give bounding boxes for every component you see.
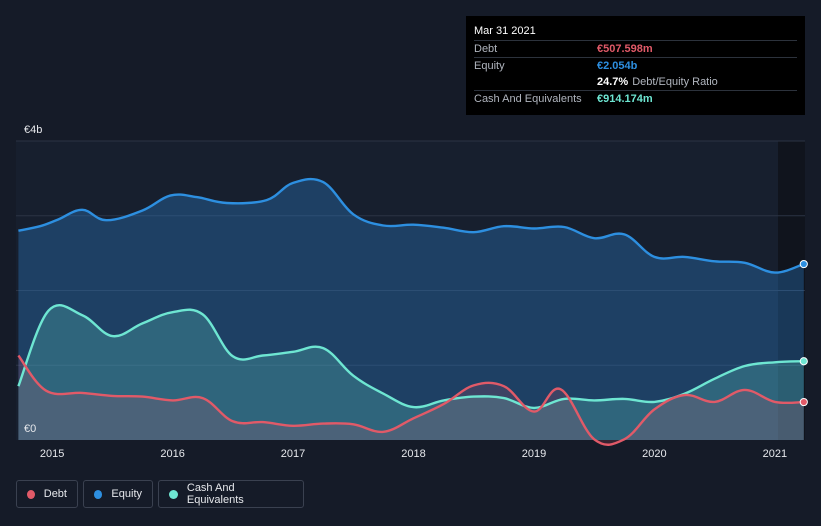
legend-label: Equity bbox=[111, 488, 142, 500]
equity-end-marker[interactable] bbox=[799, 259, 808, 269]
x-tick-label: 2015 bbox=[40, 448, 64, 460]
legend-label: Debt bbox=[43, 488, 67, 500]
x-tick-label: 2020 bbox=[642, 448, 666, 460]
x-tick-label: 2018 bbox=[401, 448, 425, 460]
x-axis-ticks: 2015 2016 2017 2018 2019 2020 2021 bbox=[40, 448, 787, 460]
tooltip-row-equity: Equity €2.054b bbox=[474, 57, 797, 74]
legend-label: Cash And Equivalents bbox=[186, 482, 244, 506]
x-tick-label: 2017 bbox=[281, 448, 305, 460]
x-tick-label: 2019 bbox=[522, 448, 546, 460]
tooltip-row-ratio: 24.7% Debt/Equity Ratio bbox=[474, 74, 797, 90]
gridlines bbox=[16, 140, 805, 366]
tooltip-row-cash: Cash And Equivalents €914.174m bbox=[474, 90, 797, 107]
legend-item-cash[interactable]: Cash And Equivalents bbox=[158, 480, 304, 508]
legend-item-debt[interactable]: Debt bbox=[16, 480, 78, 508]
tooltip-label: Debt bbox=[474, 43, 498, 55]
tooltip-value: €2.054b bbox=[597, 60, 638, 72]
tooltip-label bbox=[474, 74, 597, 90]
tooltip-row-debt: Debt €507.598m bbox=[474, 40, 797, 57]
debt-line bbox=[17, 354, 804, 446]
equity-area bbox=[18, 179, 804, 440]
tooltip-panel: Mar 31 2021 Debt €507.598m Equity €2.054… bbox=[466, 16, 805, 115]
series-end-markers bbox=[799, 259, 808, 407]
tooltip-label: Cash And Equivalents bbox=[474, 93, 582, 105]
legend-dot-icon bbox=[169, 489, 178, 499]
y-axis-top-label: €4b bbox=[24, 124, 42, 136]
legend-dot-icon bbox=[94, 489, 103, 499]
tooltip-value: 24.7% bbox=[597, 76, 629, 88]
cash-end-marker[interactable] bbox=[799, 357, 808, 366]
legend-item-equity[interactable]: Equity bbox=[83, 480, 153, 508]
tooltip-value: €507.598m bbox=[597, 43, 653, 55]
legend-dot-icon bbox=[27, 489, 35, 499]
debt-end-marker[interactable] bbox=[799, 397, 808, 407]
y-axis-bottom-label: €0 bbox=[24, 423, 36, 435]
series-lines bbox=[17, 177, 805, 446]
equity-line bbox=[18, 177, 805, 274]
tooltip-extra: Debt/Equity Ratio bbox=[632, 76, 718, 88]
x-tick-label: 2016 bbox=[160, 448, 184, 460]
debt-area bbox=[18, 355, 804, 445]
tooltip-value: €914.174m bbox=[597, 93, 653, 105]
tooltip-date: Mar 31 2021 bbox=[474, 25, 536, 37]
tooltip-label: Equity bbox=[474, 60, 505, 72]
x-tick-label: 2021 bbox=[763, 448, 787, 460]
